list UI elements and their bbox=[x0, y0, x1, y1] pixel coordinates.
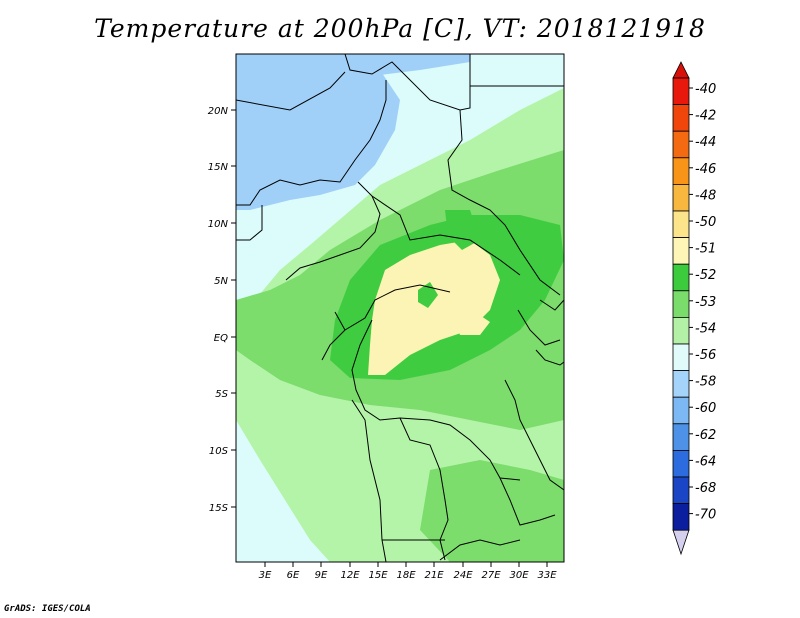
legend-swatch bbox=[672, 77, 690, 106]
lon-label: 6E bbox=[287, 570, 300, 581]
legend-swatch bbox=[672, 183, 690, 212]
legend-label: -46 bbox=[695, 162, 716, 177]
lat-label: 5S bbox=[215, 389, 228, 400]
legend-swatch bbox=[672, 263, 690, 292]
latitude-axis: 20N 15N 10N 5N EQ 5S 10S 15S bbox=[208, 106, 236, 514]
lat-label: EQ bbox=[214, 333, 228, 344]
legend-swatch bbox=[672, 316, 690, 345]
legend-swatch bbox=[672, 476, 690, 505]
region-cold-north bbox=[236, 54, 400, 210]
legend-swatch bbox=[672, 449, 690, 478]
legend-swatch bbox=[672, 237, 690, 265]
lon-label: 33E bbox=[537, 570, 557, 581]
longitude-axis: 3E 6E 9E 12E 15E 18E 21E 24E 27E 30E 33E bbox=[259, 562, 557, 581]
lon-label: 21E bbox=[424, 570, 444, 581]
legend-swatch bbox=[672, 396, 690, 425]
region-warmest bbox=[368, 240, 500, 375]
lon-label: 15E bbox=[368, 570, 388, 581]
lat-label: 10S bbox=[209, 446, 229, 457]
region-warm-island bbox=[445, 210, 480, 250]
map-title: Temperature at 200hPa [C], VT: 201812191… bbox=[94, 14, 706, 43]
color-legend: -40 -42 -44 -46 -48 -50 -51 -52 -53 -54 -56 -58 -60 -… bbox=[672, 61, 716, 556]
credit-text: GrADS: IGES/COLA bbox=[4, 604, 91, 614]
temperature-field bbox=[236, 54, 564, 562]
legend-swatch bbox=[672, 104, 690, 132]
legend-label: -54 bbox=[695, 321, 716, 336]
region-cool-west bbox=[236, 420, 330, 562]
lon-label: 9E bbox=[315, 570, 328, 581]
legend-swatch bbox=[672, 157, 690, 185]
lon-label: 24E bbox=[453, 570, 473, 581]
lon-label: 27E bbox=[481, 570, 501, 581]
legend-arrow-bottom bbox=[672, 529, 690, 556]
legend-arrow-top bbox=[672, 61, 690, 79]
region-warm-south bbox=[420, 460, 564, 562]
lat-label: 5N bbox=[214, 276, 228, 287]
legend-swatch bbox=[672, 343, 690, 372]
legend-label: -70 bbox=[695, 508, 716, 523]
lon-label: 3E bbox=[259, 570, 272, 581]
legend-swatch bbox=[672, 210, 690, 239]
legend-swatch bbox=[672, 370, 690, 398]
legend-label: -42 bbox=[695, 109, 716, 124]
map-frame bbox=[235, 53, 565, 563]
legend-label: -64 bbox=[695, 454, 716, 469]
country-borders bbox=[236, 54, 564, 562]
legend-swatch bbox=[672, 290, 690, 318]
region-cold-north-2 bbox=[320, 54, 470, 80]
legend-label: -48 bbox=[695, 188, 716, 203]
lat-label: 15N bbox=[208, 162, 229, 173]
legend-label: -56 bbox=[695, 348, 716, 363]
lat-label: 10N bbox=[208, 219, 229, 230]
legend-label: -40 bbox=[695, 82, 716, 97]
lon-label: 30E bbox=[509, 570, 529, 581]
lon-label: 18E bbox=[396, 570, 416, 581]
legend-label: -62 bbox=[695, 428, 716, 443]
legend-label: -53 bbox=[695, 295, 716, 310]
legend-label: -44 bbox=[695, 135, 716, 150]
lat-label: 15S bbox=[209, 503, 229, 514]
lat-label: 20N bbox=[208, 106, 229, 117]
legend-swatch bbox=[672, 130, 690, 159]
legend-label: -50 bbox=[695, 215, 716, 230]
legend-swatch bbox=[672, 503, 690, 531]
legend-label: -68 bbox=[695, 481, 716, 496]
lon-label: 12E bbox=[340, 570, 360, 581]
legend-swatch bbox=[672, 423, 690, 451]
region-warmest-spot bbox=[455, 312, 490, 335]
legend-label: -58 bbox=[695, 375, 716, 390]
legend-label: -60 bbox=[695, 401, 716, 416]
legend-label: -52 bbox=[695, 268, 716, 283]
legend-label: -51 bbox=[695, 242, 716, 257]
